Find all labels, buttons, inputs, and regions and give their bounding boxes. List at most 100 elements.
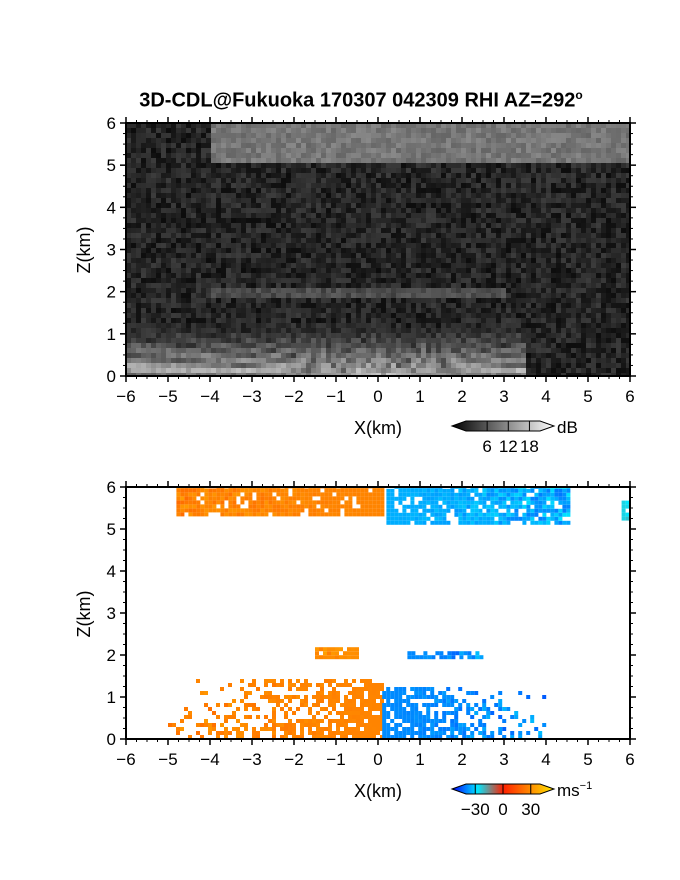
reflectivity-cell	[551, 198, 556, 203]
reflectivity-cell	[196, 203, 201, 208]
reflectivity-cell	[466, 223, 471, 228]
reflectivity-cell	[376, 158, 381, 163]
reflectivity-cell	[196, 323, 201, 328]
reflectivity-cell	[426, 133, 431, 138]
reflectivity-cell	[211, 328, 216, 333]
reflectivity-cell	[166, 168, 171, 173]
reflectivity-cell	[166, 328, 171, 333]
reflectivity-cell	[546, 303, 551, 308]
reflectivity-cell	[556, 278, 561, 283]
reflectivity-cell	[386, 293, 391, 298]
reflectivity-cell	[241, 338, 246, 343]
reflectivity-cell	[341, 293, 346, 298]
reflectivity-cell	[501, 208, 506, 213]
reflectivity-cell	[351, 238, 356, 243]
reflectivity-cell	[526, 168, 531, 173]
reflectivity-cell	[231, 253, 236, 258]
reflectivity-cell	[356, 318, 361, 323]
reflectivity-cell	[391, 263, 396, 268]
reflectivity-cell	[441, 348, 446, 353]
reflectivity-cell	[191, 308, 196, 313]
reflectivity-cell	[136, 178, 141, 183]
reflectivity-cell	[261, 158, 266, 163]
reflectivity-cell	[501, 188, 506, 193]
reflectivity-cell	[496, 368, 501, 373]
reflectivity-cell	[546, 233, 551, 238]
reflectivity-cell	[166, 318, 171, 323]
reflectivity-cell	[306, 128, 311, 133]
reflectivity-cell	[431, 208, 436, 213]
reflectivity-cell	[316, 348, 321, 353]
reflectivity-cell	[141, 293, 146, 298]
reflectivity-cell	[366, 173, 371, 178]
reflectivity-cell	[461, 203, 466, 208]
reflectivity-cell	[211, 163, 216, 168]
reflectivity-cell	[256, 158, 261, 163]
reflectivity-cell	[601, 228, 606, 233]
reflectivity-cell	[321, 328, 326, 333]
reflectivity-cell	[496, 133, 501, 138]
reflectivity-cell	[271, 243, 276, 248]
reflectivity-cell	[411, 263, 416, 268]
reflectivity-cell	[591, 258, 596, 263]
reflectivity-cell	[371, 373, 376, 376]
reflectivity-cell	[601, 343, 606, 348]
reflectivity-cell	[416, 238, 421, 243]
reflectivity-cell	[436, 248, 441, 253]
reflectivity-cell	[596, 348, 601, 353]
reflectivity-cell	[326, 328, 331, 333]
reflectivity-cell	[331, 273, 336, 278]
reflectivity-cell	[286, 173, 291, 178]
reflectivity-cell	[611, 258, 616, 263]
reflectivity-cell	[576, 323, 581, 328]
reflectivity-cell	[281, 288, 286, 293]
reflectivity-cell	[321, 343, 326, 348]
reflectivity-cell	[411, 173, 416, 178]
reflectivity-cell	[321, 128, 326, 133]
reflectivity-cell	[521, 333, 526, 338]
reflectivity-cell	[226, 153, 231, 158]
reflectivity-cell	[436, 343, 441, 348]
reflectivity-cell	[206, 313, 211, 318]
reflectivity-cell	[341, 373, 346, 376]
reflectivity-cell	[161, 318, 166, 323]
reflectivity-cell	[481, 193, 486, 198]
reflectivity-cell	[296, 283, 301, 288]
reflectivity-cell	[601, 163, 606, 168]
reflectivity-cell	[306, 358, 311, 363]
reflectivity-cell	[486, 223, 491, 228]
reflectivity-cell	[201, 138, 206, 143]
reflectivity-cell	[611, 293, 616, 298]
reflectivity-cell	[551, 313, 556, 318]
reflectivity-cell	[541, 303, 546, 308]
reflectivity-cell	[441, 358, 446, 363]
reflectivity-cell	[281, 348, 286, 353]
reflectivity-cell	[296, 188, 301, 193]
reflectivity-cell	[416, 338, 421, 343]
reflectivity-cell	[341, 283, 346, 288]
reflectivity-cell	[236, 358, 241, 363]
reflectivity-cell	[576, 208, 581, 213]
reflectivity-cell	[456, 183, 461, 188]
reflectivity-cell	[206, 303, 211, 308]
reflectivity-cell	[311, 248, 316, 253]
reflectivity-cell	[586, 263, 591, 268]
reflectivity-cell	[136, 323, 141, 328]
reflectivity-cell	[351, 353, 356, 358]
reflectivity-cell	[581, 133, 586, 138]
reflectivity-cell	[351, 213, 356, 218]
reflectivity-cell	[536, 313, 541, 318]
reflectivity-cell	[581, 183, 586, 188]
reflectivity-cell	[146, 308, 151, 313]
reflectivity-cell	[581, 263, 586, 268]
reflectivity-cell	[231, 288, 236, 293]
reflectivity-cell	[236, 323, 241, 328]
reflectivity-cell	[361, 138, 366, 143]
reflectivity-cell	[511, 233, 516, 238]
reflectivity-cell	[211, 208, 216, 213]
reflectivity-cell	[186, 293, 191, 298]
reflectivity-cell	[431, 218, 436, 223]
reflectivity-cell	[266, 153, 271, 158]
reflectivity-cell	[551, 308, 556, 313]
reflectivity-cell	[576, 328, 581, 333]
